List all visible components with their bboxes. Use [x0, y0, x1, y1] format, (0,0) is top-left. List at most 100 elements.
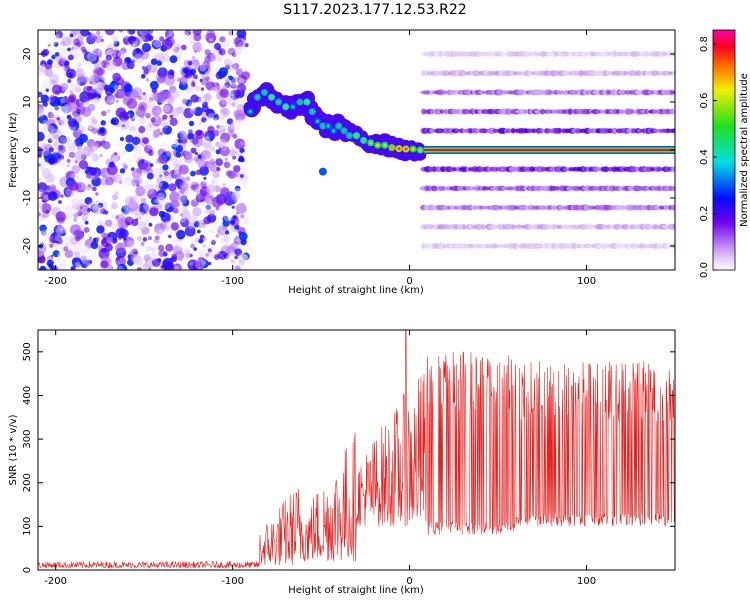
noise-blob	[176, 106, 183, 114]
noise-blob	[41, 78, 50, 86]
noise-blob	[45, 209, 50, 214]
noise-blob	[39, 160, 47, 167]
noise-blob	[54, 106, 59, 111]
noise-blob	[94, 84, 104, 94]
noise-blob	[142, 237, 148, 242]
noise-blob	[178, 164, 189, 175]
noise-blob	[95, 124, 101, 131]
noise-blob	[96, 218, 102, 223]
noise-blob	[62, 33, 66, 37]
noise-blob	[73, 217, 78, 222]
noise-blob	[158, 36, 165, 42]
noise-blob	[122, 124, 125, 128]
noise-blob	[145, 112, 151, 119]
noise-blob	[118, 51, 126, 59]
noise-blob	[202, 244, 206, 248]
noise-blob	[131, 253, 141, 264]
noise-blob	[97, 134, 103, 140]
x-tick-label: -100	[221, 276, 244, 287]
noise-blob	[73, 212, 79, 218]
noise-blob	[239, 141, 245, 146]
noise-blob	[208, 227, 216, 235]
noise-blob	[106, 236, 114, 244]
noise-blob	[234, 196, 243, 205]
noise-blob	[232, 177, 241, 186]
noise-blob	[46, 133, 55, 142]
noise-blob	[90, 248, 101, 259]
noise-blob	[111, 49, 122, 59]
noise-blob	[145, 120, 156, 132]
track-core	[270, 95, 274, 99]
noise-blob	[65, 68, 77, 79]
noise-blob	[66, 164, 71, 168]
noise-blob	[149, 163, 154, 167]
noise-blob	[134, 213, 140, 219]
noise-blob	[152, 149, 158, 156]
noise-blob	[236, 126, 240, 130]
noise-blob	[117, 265, 124, 270]
noise-blob	[232, 215, 237, 220]
track-core	[369, 141, 373, 145]
noise-blob	[91, 116, 96, 121]
noise-blob	[110, 137, 121, 148]
noise-blob	[185, 176, 190, 181]
noise-blob	[193, 33, 202, 42]
noise-blob	[141, 42, 152, 53]
noise-blob	[179, 181, 189, 192]
noise-blob	[41, 168, 53, 179]
noise-blob	[230, 121, 239, 130]
noise-blob	[127, 126, 135, 135]
noise-blob	[127, 200, 139, 212]
noise-blob	[95, 144, 99, 149]
noise-blob	[89, 74, 101, 85]
noise-blob	[38, 255, 46, 264]
noise-blob	[91, 153, 99, 162]
noise-blob	[87, 92, 94, 99]
noise-blob	[38, 202, 41, 207]
noise-blob	[49, 265, 59, 270]
noise-blob	[135, 48, 141, 54]
sideband-blob	[670, 110, 675, 114]
colorbar-tick-label: 0.8	[699, 36, 710, 52]
noise-blob	[231, 192, 240, 201]
noise-blob	[79, 244, 89, 255]
noise-blob	[223, 161, 231, 169]
noise-blob	[201, 117, 207, 123]
noise-blob	[229, 64, 237, 72]
noise-blob	[198, 250, 207, 258]
noise-blob	[114, 152, 118, 156]
noise-blob	[211, 240, 216, 245]
noise-blob	[76, 179, 88, 190]
noise-blob	[87, 121, 95, 130]
noise-blob	[211, 196, 223, 208]
noise-blob	[120, 47, 127, 54]
noise-blob	[116, 175, 126, 185]
noise-blob	[205, 204, 211, 210]
noise-blob	[225, 179, 235, 189]
noise-blob	[68, 181, 79, 192]
noise-blob	[74, 160, 78, 164]
noise-blob	[202, 198, 214, 210]
noise-blob	[45, 78, 49, 83]
noise-blob	[69, 193, 79, 203]
noise-blob	[215, 82, 219, 86]
track-core	[347, 134, 351, 138]
noise-blob	[118, 212, 125, 218]
noise-blob	[82, 68, 88, 75]
y-tick-label: 300	[22, 430, 33, 449]
noise-blob	[41, 78, 51, 88]
noise-blob	[159, 174, 163, 178]
y-tick-label: -20	[22, 238, 33, 254]
noise-blob	[162, 103, 174, 114]
noise-blob	[149, 80, 159, 90]
noise-blob	[202, 150, 212, 160]
x-tick-label: -100	[221, 576, 244, 587]
noise-blob	[230, 83, 237, 89]
noise-blob	[96, 82, 103, 89]
noise-blob	[203, 176, 207, 180]
snr-x-ticks: -200 -100 0 100	[44, 330, 596, 587]
track-core	[255, 95, 259, 99]
noise-blob	[188, 101, 198, 111]
noise-blob	[178, 30, 190, 42]
noise-blob	[85, 172, 92, 179]
